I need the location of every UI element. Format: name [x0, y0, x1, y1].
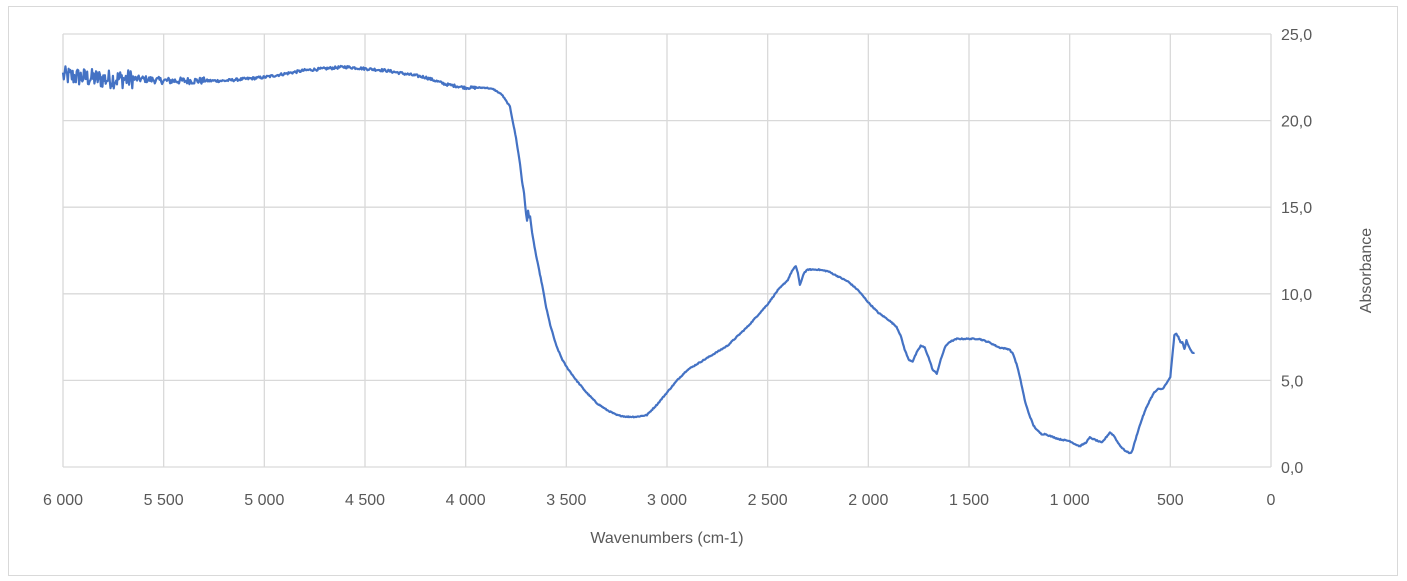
chart-frame: 6 000 5 500 5 000 4 500 4 000 3 500 3 000 2 500…: [8, 6, 1398, 576]
y-tick-label: 20,0: [1281, 114, 1312, 131]
x-tick-label: 3 000: [647, 492, 687, 509]
x-tick-label: 4 500: [345, 492, 385, 509]
x-tick-label: 3 500: [546, 492, 586, 509]
y-tick-label: 10,0: [1281, 287, 1312, 304]
y-tick-label: 0,0: [1281, 460, 1303, 477]
horizontal-gridlines: [63, 33, 1271, 468]
y-tick-label: 15,0: [1281, 200, 1312, 217]
x-axis-title: Wavenumbers (cm-1): [590, 530, 743, 547]
y-axis-ticks: 0,0 5,0 10,0 15,0 20,0 25,0: [1281, 27, 1312, 477]
spectrum-chart: 6 000 5 500 5 000 4 500 4 000 3 500 3 000 2 500…: [43, 27, 1375, 547]
y-tick-label: 5,0: [1281, 373, 1303, 390]
y-axis-title: Absorbance: [1358, 228, 1375, 313]
x-tick-label: 500: [1157, 492, 1184, 509]
x-axis-ticks: 6 000 5 500 5 000 4 500 4 000 3 500 3 000 2 500…: [43, 492, 1276, 509]
x-tick-label: 6 000: [43, 492, 83, 509]
x-tick-label: 5 000: [244, 492, 284, 509]
x-tick-label: 0: [1267, 492, 1276, 509]
x-tick-label: 4 000: [446, 492, 486, 509]
x-tick-label: 5 500: [144, 492, 184, 509]
x-tick-label: 1 500: [949, 492, 989, 509]
y-tick-label: 25,0: [1281, 27, 1312, 44]
x-tick-label: 1 000: [1050, 492, 1090, 509]
x-tick-label: 2 000: [848, 492, 888, 509]
series-line: [61, 64, 1195, 455]
vertical-gridlines: [62, 34, 1272, 467]
x-tick-label: 2 500: [748, 492, 788, 509]
series-group: [61, 64, 1195, 455]
